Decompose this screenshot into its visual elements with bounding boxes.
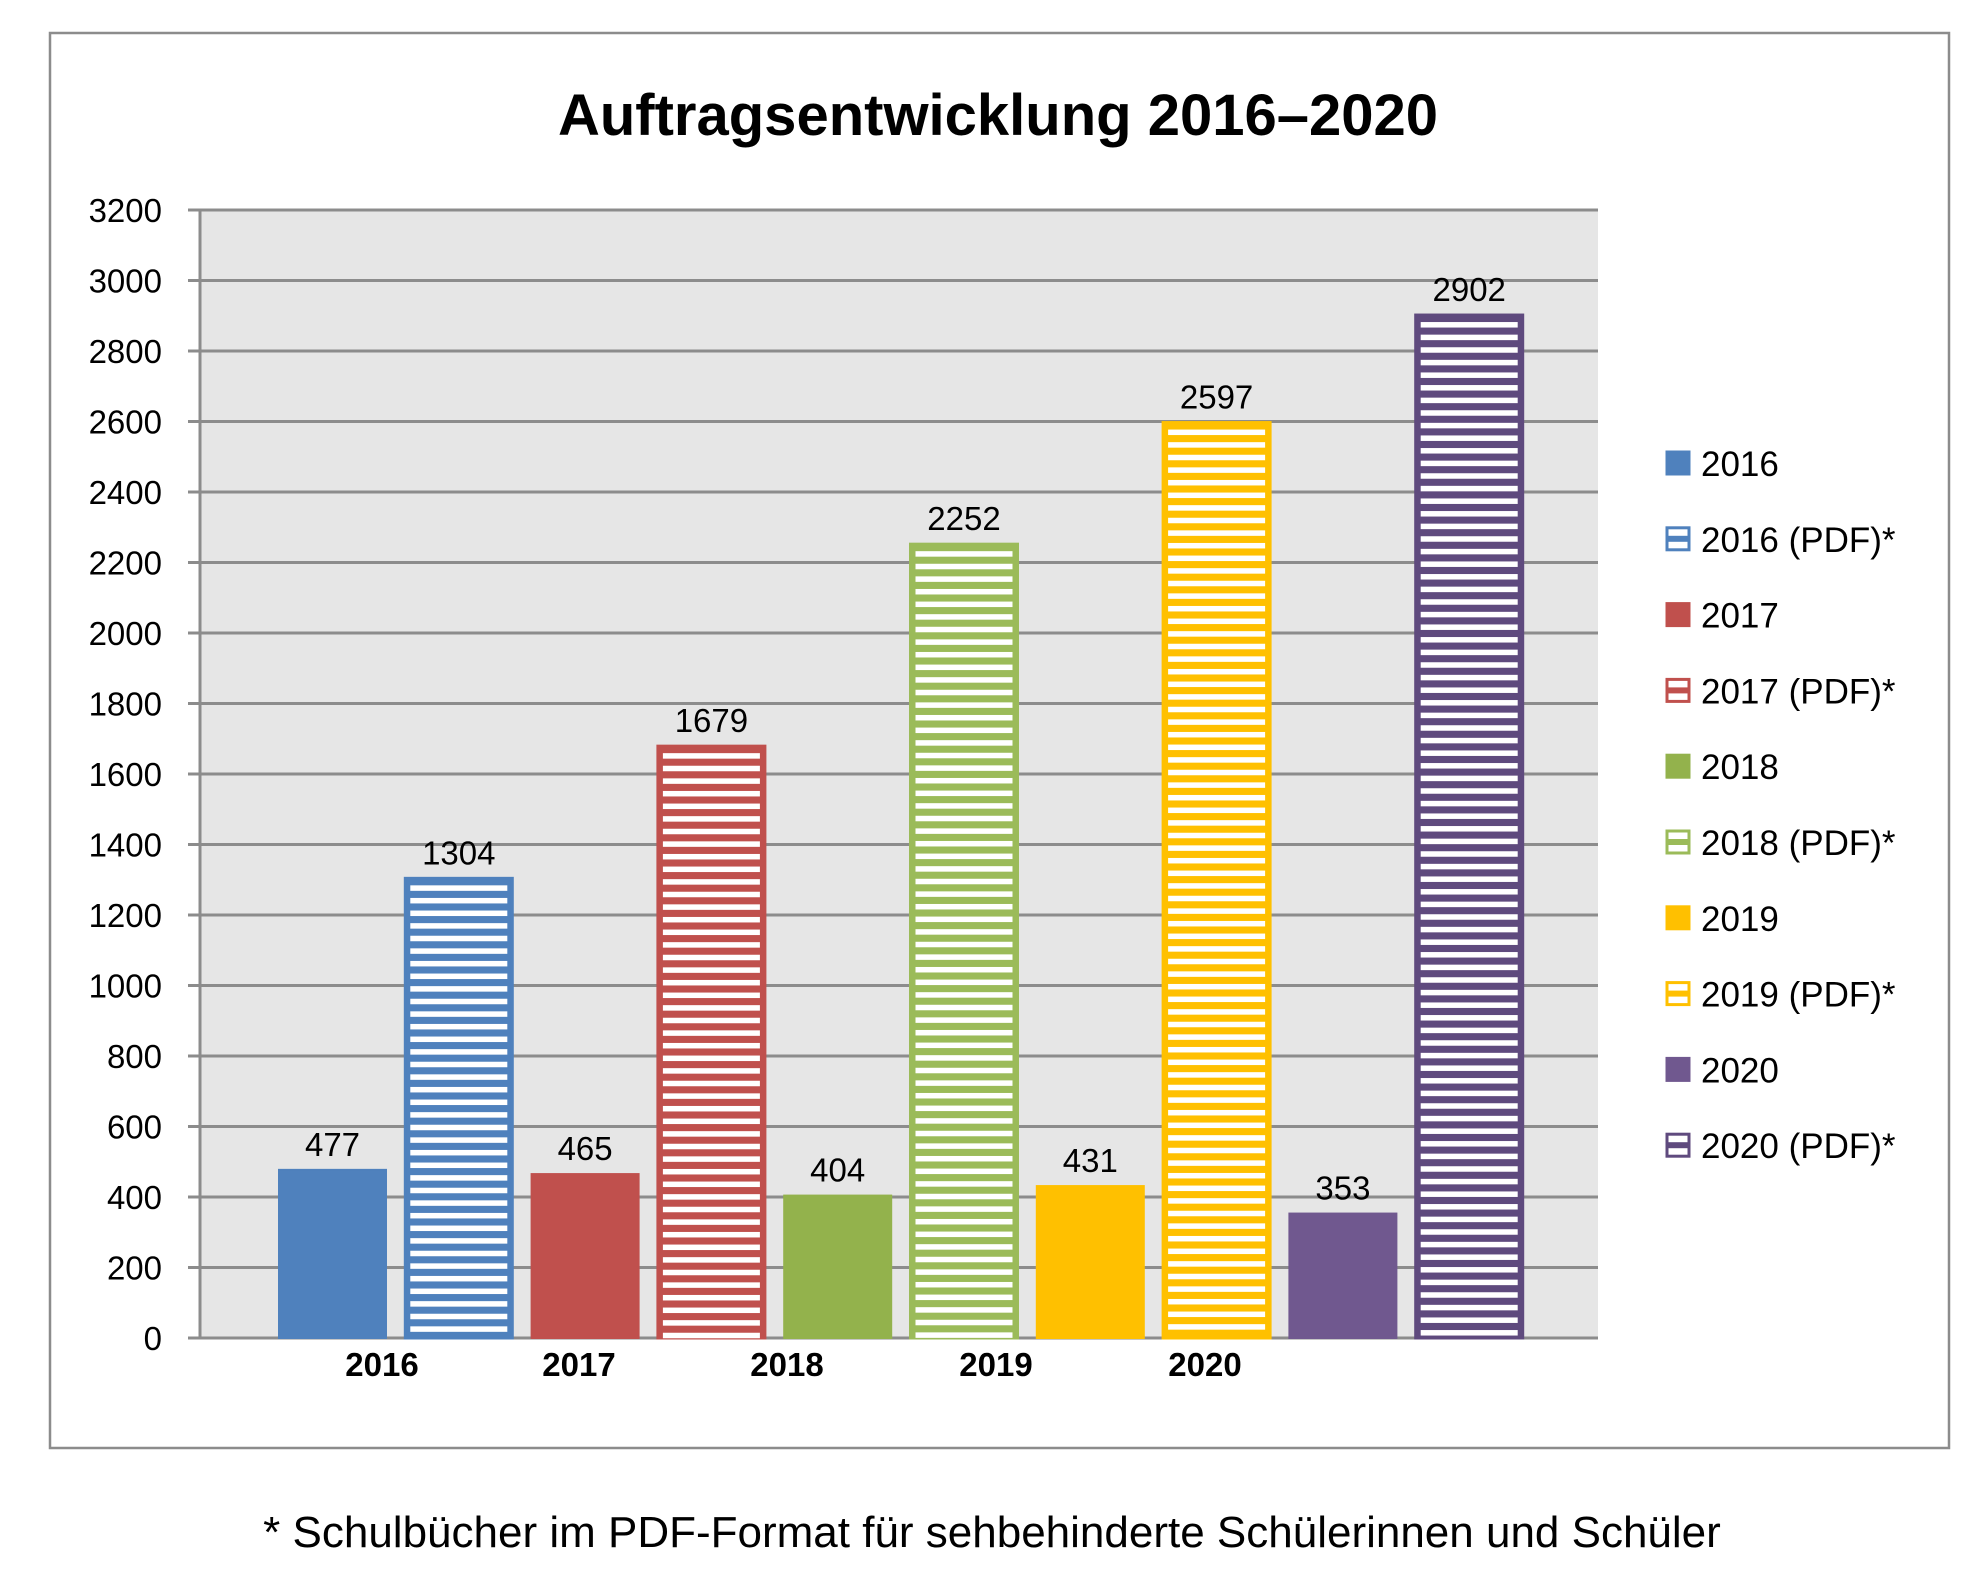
y-tick-label: 2400 — [89, 474, 162, 511]
legend-label: 2019 — [1701, 900, 1779, 939]
data-label: 477 — [305, 1126, 360, 1163]
y-tick-label: 1200 — [89, 897, 162, 934]
footnote: * Schulbücher im PDF-Format für sehbehin… — [263, 1508, 1721, 1557]
legend-item: 2020 (PDF)* — [1665, 1127, 1896, 1166]
y-tick-label: 1400 — [89, 827, 162, 864]
legend-label: 2016 — [1701, 445, 1779, 484]
legend-label: 2020 (PDF)* — [1701, 1127, 1896, 1166]
legend-label: 2016 (PDF)* — [1701, 521, 1896, 560]
bar-2019 — [1035, 1185, 1145, 1340]
y-tick-label: 3000 — [89, 263, 162, 300]
y-tick-label: 2600 — [89, 404, 162, 441]
data-label: 431 — [1063, 1142, 1118, 1179]
x-tick-label: 2016 — [345, 1346, 418, 1383]
data-label: 404 — [810, 1152, 865, 1189]
y-tick-label: 3200 — [89, 192, 162, 229]
x-tick-label: 2020 — [1168, 1346, 1241, 1383]
legend-label: 2018 (PDF)* — [1701, 824, 1896, 863]
bar-2016 — [278, 1168, 387, 1340]
y-tick-label: 0 — [144, 1320, 162, 1357]
data-label: 2902 — [1432, 271, 1505, 308]
y-tick-label: 2000 — [89, 615, 162, 652]
legend-item: 2018 (PDF)* — [1665, 824, 1896, 863]
y-tick-label: 2800 — [89, 333, 162, 370]
legend-item: 2017 (PDF)* — [1665, 672, 1896, 711]
chart: Auftragsentwicklung 2016–2020 0 200 400 600… — [48, 31, 1951, 1450]
y-tick-label: 2200 — [89, 545, 162, 582]
data-label: 465 — [558, 1130, 613, 1167]
data-label: 1679 — [675, 702, 748, 739]
bar-2018 — [783, 1194, 893, 1339]
y-tick-label: 400 — [107, 1179, 162, 1216]
data-label: 2252 — [927, 500, 1000, 537]
y-tick-label: 1600 — [89, 756, 162, 793]
y-tick-label: 1000 — [89, 968, 162, 1005]
data-label: 353 — [1315, 1170, 1370, 1207]
legend-item: 2017 — [1665, 597, 1779, 636]
legend-item: 2019 (PDF)* — [1665, 976, 1896, 1015]
legend-item: 2018 — [1665, 748, 1779, 787]
legend-label: 2017 — [1701, 597, 1779, 636]
legend-item: 2020 — [1665, 1051, 1779, 1090]
legend-label: 2020 — [1701, 1051, 1779, 1090]
bar-2016-pdf — [403, 876, 514, 1340]
y-tick-label: 600 — [107, 1109, 162, 1146]
chart-title: Auftragsentwicklung 2016–2020 — [558, 83, 1438, 148]
bar-2020-pdf — [1414, 313, 1525, 1340]
legend-label: 2017 (PDF)* — [1701, 672, 1896, 711]
bar-2018-pdf — [909, 542, 1019, 1340]
legend: 2016 2016 (PDF)* 2017 2017 (PDF)* 2018 2018 (… — [1665, 445, 1896, 1166]
legend-item: 2019 — [1665, 900, 1779, 939]
legend-label: 2019 (PDF)* — [1701, 976, 1896, 1015]
y-tick-label: 200 — [107, 1250, 162, 1287]
data-label: 2597 — [1180, 379, 1253, 416]
x-tick-label: 2019 — [959, 1346, 1032, 1383]
legend-item: 2016 — [1665, 445, 1779, 484]
legend-item: 2016 (PDF)* — [1665, 521, 1896, 560]
y-tick-label: 1800 — [89, 686, 162, 723]
bar-2017 — [530, 1173, 640, 1340]
x-tick-label: 2017 — [542, 1346, 615, 1383]
bar-2019-pdf — [1161, 421, 1272, 1340]
y-tick-label: 800 — [107, 1038, 162, 1075]
data-label: 1304 — [422, 834, 495, 871]
bar-2020 — [1288, 1212, 1398, 1340]
bar-2017-pdf — [656, 744, 767, 1340]
x-tick-label: 2018 — [750, 1346, 823, 1383]
legend-label: 2018 — [1701, 748, 1779, 787]
